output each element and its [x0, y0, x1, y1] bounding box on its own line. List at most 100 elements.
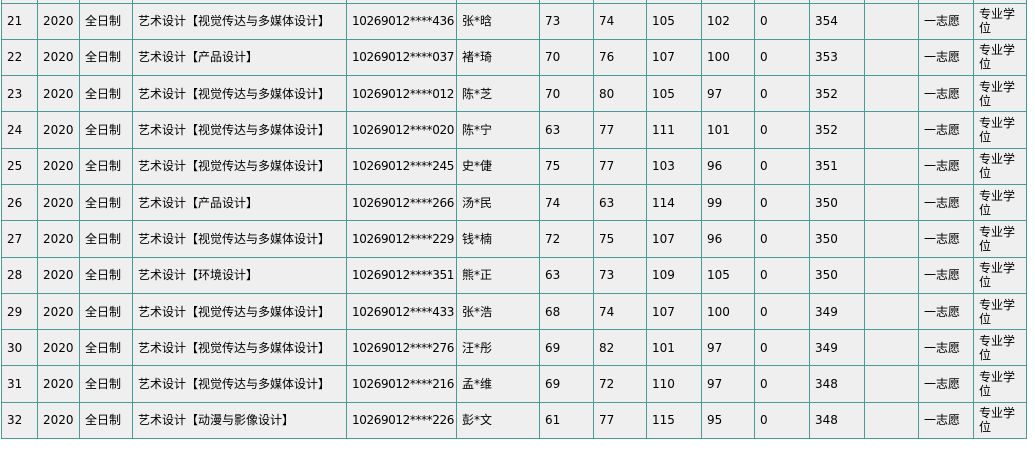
cell-total: 348 — [809, 365, 865, 403]
cell-s1: 72 — [539, 220, 594, 258]
cell-mode: 全日制 — [79, 365, 133, 403]
cell-blank — [864, 183, 919, 222]
cell-year: 2020 — [37, 183, 80, 222]
cell-s1: 74 — [539, 183, 594, 222]
cell-degree: 专业学位 — [973, 75, 1027, 113]
table-row: 32 2020 全日制 艺术设计【动漫与影像设计】 10269012****226 彭*文… — [1, 401, 1027, 440]
cell-id: 10269012****433 — [346, 292, 457, 331]
cell-mode: 全日制 — [79, 292, 133, 331]
cell-name: 汪*彤 — [456, 329, 540, 367]
cell-year: 2020 — [37, 38, 80, 77]
cell-total: 350 — [809, 256, 865, 294]
cell-s2: 72 — [593, 365, 647, 403]
cell-mode: 全日制 — [79, 38, 133, 77]
cell-s1: 70 — [539, 38, 594, 77]
cell-blank — [864, 38, 919, 77]
cell-total: 353 — [809, 38, 865, 77]
cell-name: 张*浩 — [456, 292, 540, 331]
cell-s3: 105 — [646, 2, 702, 40]
cell-name: 褚*琦 — [456, 38, 540, 77]
cell-total: 351 — [809, 147, 865, 185]
table-row: 21 2020 全日制 艺术设计【视觉传达与多媒体设计】 10269012****436… — [1, 2, 1027, 40]
cell-s4: 99 — [701, 183, 755, 222]
cell-total: 350 — [809, 183, 865, 222]
cell-s2: 80 — [593, 75, 647, 113]
cell-major: 艺术设计【视觉传达与多媒体设计】 — [132, 329, 347, 367]
table-row: 24 2020 全日制 艺术设计【视觉传达与多媒体设计】 10269012****020… — [1, 111, 1027, 149]
cell-s5: 0 — [754, 365, 810, 403]
cell-s4: 97 — [701, 365, 755, 403]
cell-degree: 专业学位 — [973, 220, 1027, 258]
cell-name: 史*倢 — [456, 147, 540, 185]
cell-s1: 69 — [539, 329, 594, 367]
cell-s5: 0 — [754, 292, 810, 331]
cell-volunteer: 一志愿 — [918, 220, 974, 258]
cell-volunteer: 一志愿 — [918, 183, 974, 222]
cell-s2: 76 — [593, 38, 647, 77]
cell-name: 彭*文 — [456, 401, 540, 440]
cell-s4: 96 — [701, 220, 755, 258]
cell-s3: 107 — [646, 220, 702, 258]
cell-id: 10269012****226 — [346, 401, 457, 440]
cell-mode: 全日制 — [79, 111, 133, 149]
cell-id: 10269012****229 — [346, 220, 457, 258]
cell-s4: 100 — [701, 292, 755, 331]
cell-blank — [864, 75, 919, 113]
cell-s5: 0 — [754, 147, 810, 185]
cell-no: 30 — [1, 329, 38, 367]
cell-mode: 全日制 — [79, 183, 133, 222]
cell-blank — [864, 147, 919, 185]
cell-name: 钱*楠 — [456, 220, 540, 258]
cell-mode: 全日制 — [79, 220, 133, 258]
cell-s3: 109 — [646, 256, 702, 294]
cell-no: 27 — [1, 220, 38, 258]
cell-degree: 专业学位 — [973, 292, 1027, 331]
cell-total: 354 — [809, 2, 865, 40]
cell-total: 349 — [809, 329, 865, 367]
cell-id: 10269012****216 — [346, 365, 457, 403]
cell-no: 31 — [1, 365, 38, 403]
cell-name: 孟*维 — [456, 365, 540, 403]
cell-major: 艺术设计【视觉传达与多媒体设计】 — [132, 75, 347, 113]
cell-mode: 全日制 — [79, 256, 133, 294]
cell-s2: 77 — [593, 111, 647, 149]
cell-year: 2020 — [37, 111, 80, 149]
cell-total: 350 — [809, 220, 865, 258]
cell-major: 艺术设计【产品设计】 — [132, 183, 347, 222]
cell-degree: 专业学位 — [973, 401, 1027, 440]
cell-s3: 101 — [646, 329, 702, 367]
cell-mode: 全日制 — [79, 401, 133, 440]
cell-s5: 0 — [754, 38, 810, 77]
cell-no: 25 — [1, 147, 38, 185]
cell-no: 26 — [1, 183, 38, 222]
cell-s4: 100 — [701, 38, 755, 77]
cell-id: 10269012****266 — [346, 183, 457, 222]
cell-s3: 111 — [646, 111, 702, 149]
cell-s3: 114 — [646, 183, 702, 222]
cell-total: 348 — [809, 401, 865, 440]
cell-blank — [864, 220, 919, 258]
table-row: 31 2020 全日制 艺术设计【视觉传达与多媒体设计】 10269012****216… — [1, 365, 1027, 403]
cell-s1: 63 — [539, 256, 594, 294]
cell-id: 10269012****037 — [346, 38, 457, 77]
cell-volunteer: 一志愿 — [918, 256, 974, 294]
cell-s1: 75 — [539, 147, 594, 185]
cell-year: 2020 — [37, 329, 80, 367]
cell-year: 2020 — [37, 292, 80, 331]
cell-s4: 102 — [701, 2, 755, 40]
cell-s4: 96 — [701, 147, 755, 185]
cell-volunteer: 一志愿 — [918, 401, 974, 440]
cell-blank — [864, 365, 919, 403]
cell-degree: 专业学位 — [973, 329, 1027, 367]
cell-volunteer: 一志愿 — [918, 75, 974, 113]
cell-volunteer: 一志愿 — [918, 292, 974, 331]
cell-degree: 专业学位 — [973, 256, 1027, 294]
cell-major: 艺术设计【环境设计】 — [132, 256, 347, 294]
cell-s5: 0 — [754, 75, 810, 113]
cell-major: 艺术设计【视觉传达与多媒体设计】 — [132, 365, 347, 403]
cell-id: 10269012****436 — [346, 2, 457, 40]
cell-s1: 69 — [539, 365, 594, 403]
cell-s5: 0 — [754, 2, 810, 40]
cell-id: 10269012****020 — [346, 111, 457, 149]
